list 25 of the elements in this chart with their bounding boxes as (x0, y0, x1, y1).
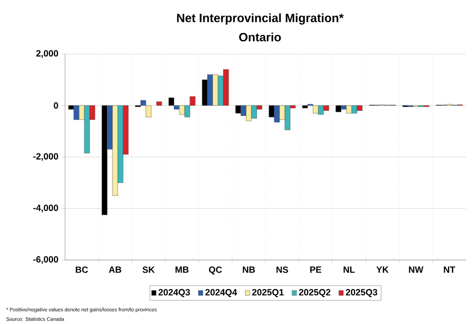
x-tick-label: NS (276, 266, 288, 273)
x-tick-label: NW (408, 266, 424, 273)
y-tick-label: -2,000 (33, 153, 58, 161)
legend-label: 2025Q3 (346, 289, 378, 298)
x-tick-label: NB (242, 266, 255, 273)
legend-label: 2025Q2 (299, 289, 330, 298)
legend-label: 2024Q4 (205, 289, 238, 298)
y-tick-label: -6,000 (33, 256, 58, 264)
x-tick-label: PE (310, 266, 322, 273)
y-tick-label: -4,000 (33, 204, 58, 212)
x-tick-label: SK (142, 266, 155, 273)
x-tick-label: NL (344, 266, 355, 273)
x-tick-label: YK (376, 266, 389, 273)
legend-label: 2025Q1 (252, 289, 284, 298)
x-tick-label: NT (444, 266, 456, 273)
bar (156, 101, 162, 106)
x-tick-label: BC (76, 266, 88, 273)
y-tick-label: 2,000 (36, 50, 58, 58)
x-tick-label: MB (176, 266, 189, 273)
x-tick-label: AB (108, 266, 122, 273)
x-tick-label: QC (209, 266, 222, 275)
y-tick-label: 0 (54, 102, 58, 109)
chart-title: Net Interprovincial Migration* (177, 13, 344, 25)
legend-label: 2024Q3 (158, 289, 190, 298)
chart-subtitle: Ontario (239, 32, 281, 42)
